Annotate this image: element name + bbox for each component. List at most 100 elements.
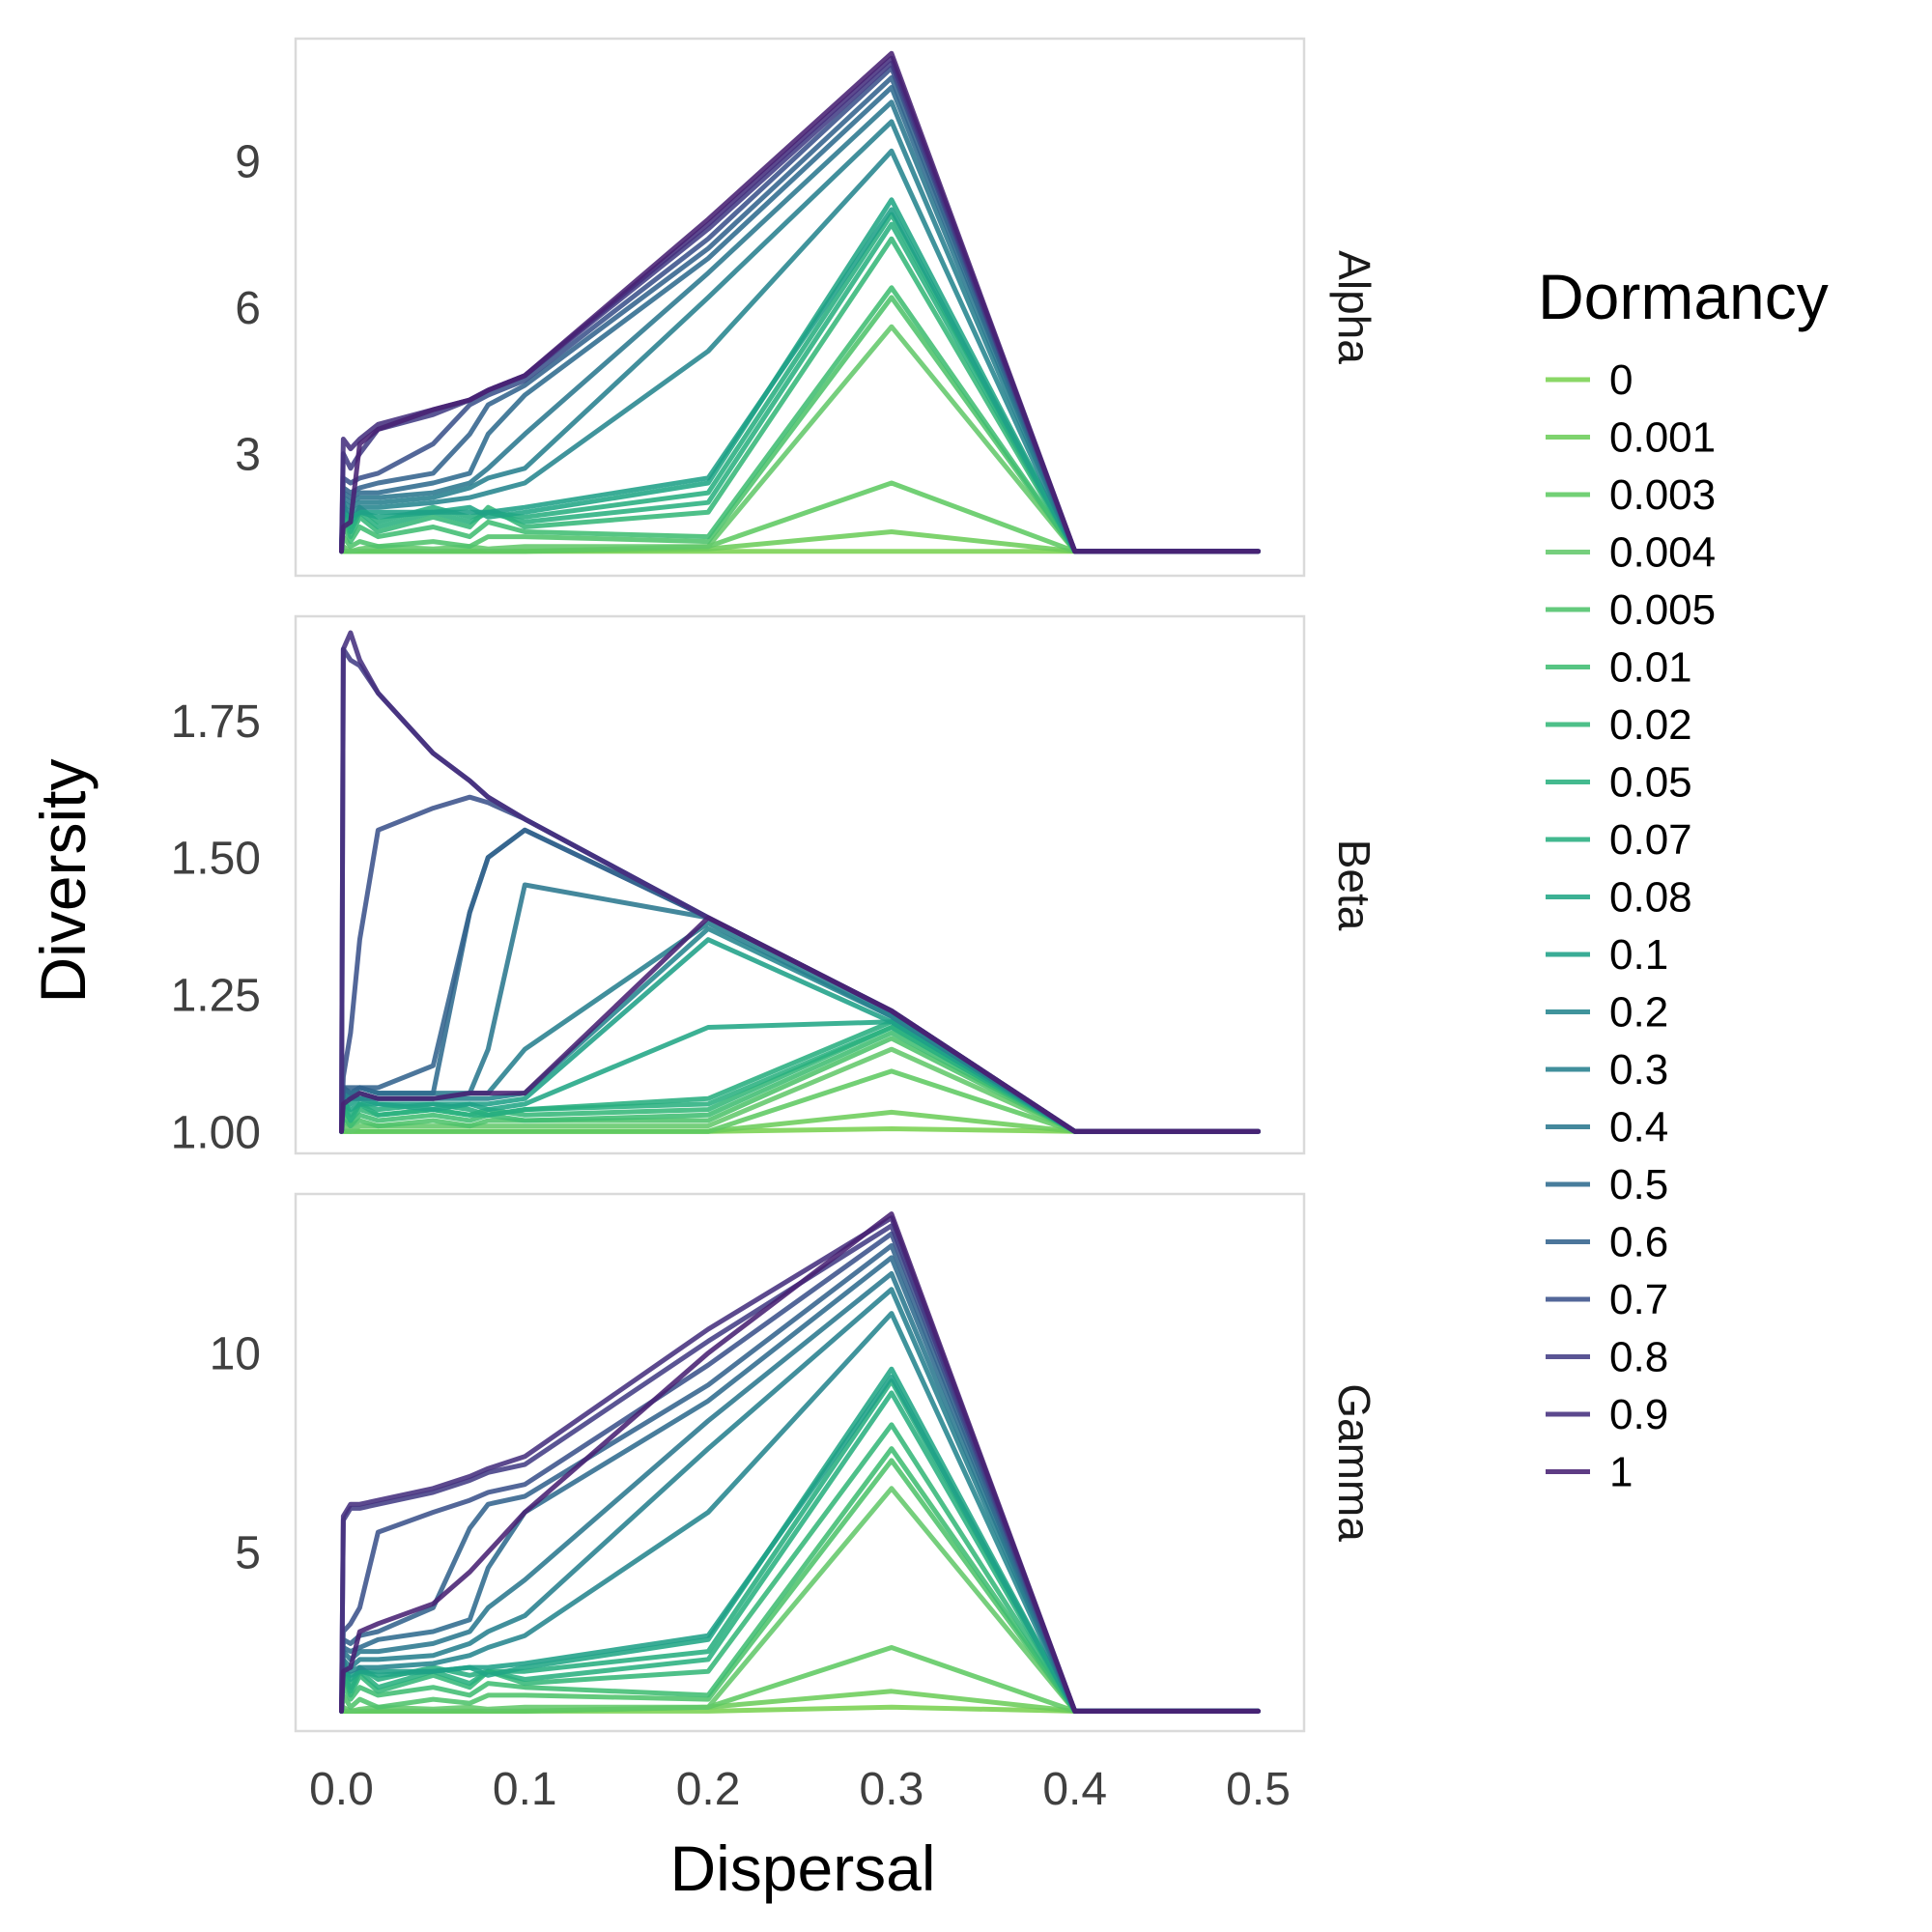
legend-item: 0.05 — [1546, 759, 1692, 807]
series-line-dormancy-0.01 — [339, 1030, 1261, 1134]
series-line-dormancy-0.08 — [339, 1366, 1261, 1714]
legend-item: 0.004 — [1546, 529, 1716, 577]
legend: Dormancy 0 0.001 0.003 0.004 0.005 0.01 0.02 0.… — [1538, 261, 1829, 1496]
legend-label: 0.2 — [1609, 989, 1668, 1037]
x-tick-label: 0.3 — [860, 1764, 924, 1815]
y-tick-label: 5 — [235, 1528, 261, 1579]
legend-item: 0.08 — [1546, 874, 1692, 922]
strip-label-gamma: Gamma — [1329, 1383, 1379, 1542]
y-tick-label: 1.50 — [171, 834, 261, 885]
legend-item: 0.5 — [1546, 1161, 1668, 1208]
legend-item: 0.8 — [1546, 1334, 1668, 1381]
y-tick-label: 1.75 — [171, 696, 261, 748]
strip-label-alpha: Alpha — [1329, 250, 1379, 364]
panel-border — [294, 37, 1306, 578]
x-tick-label: 0.4 — [1042, 1764, 1107, 1815]
series-line-dormancy-0.01 — [339, 1446, 1261, 1714]
x-axis-ticks: 0.0 0.1 0.2 0.3 0.4 0.5 — [309, 1764, 1291, 1815]
legend-label: 0.003 — [1609, 471, 1716, 519]
legend-label: 0.9 — [1609, 1391, 1668, 1438]
series-lines — [339, 1211, 1261, 1714]
strip-label-beta: Beta — [1329, 839, 1379, 931]
legend-item: 0.01 — [1546, 644, 1692, 692]
x-tick-label: 0.5 — [1226, 1764, 1291, 1815]
series-line-dormancy-0.005 — [339, 295, 1261, 554]
series-line-dormancy-1 — [339, 1211, 1261, 1714]
series-line-dormancy-0.07 — [339, 212, 1261, 554]
legend-label: 0.6 — [1609, 1219, 1668, 1266]
legend-item: 0.2 — [1546, 989, 1668, 1037]
legend-item: 0.7 — [1546, 1276, 1668, 1323]
x-axis-title: Dispersal — [669, 1833, 935, 1904]
series-line-dormancy-0.005 — [339, 1458, 1261, 1714]
x-tick-label: 0.0 — [309, 1764, 374, 1815]
series-line-dormancy-0.02 — [339, 236, 1261, 554]
y-tick-label: 9 — [235, 136, 261, 187]
legend-label: 0.4 — [1609, 1104, 1668, 1151]
facet-panels: 3 6 9 Alpha 1.00 1.25 1.50 1.75 Beta 5 10 Gamma — [171, 37, 1379, 1733]
legend-item: 1 — [1546, 1449, 1633, 1496]
panel-alpha: 3 6 9 Alpha — [235, 37, 1379, 578]
series-line-dormancy-0.5 — [339, 1255, 1261, 1714]
legend-title: Dormancy — [1538, 261, 1829, 332]
legend-label: 0.01 — [1609, 644, 1692, 692]
panel-gamma: 5 10 Gamma — [210, 1192, 1379, 1733]
legend-item: 0.005 — [1546, 586, 1716, 634]
legend-label: 0.7 — [1609, 1276, 1668, 1323]
legend-item: 0.3 — [1546, 1046, 1668, 1094]
series-line-dormancy-0.2 — [339, 1311, 1261, 1714]
series-line-dormancy-0.6 — [339, 74, 1261, 554]
series-line-dormancy-0.7 — [339, 1231, 1261, 1714]
legend-item: 0.003 — [1546, 471, 1716, 519]
series-line-dormancy-1 — [339, 915, 1261, 1134]
legend-label: 0.08 — [1609, 874, 1692, 922]
legend-label: 0.07 — [1609, 816, 1692, 864]
series-lines — [339, 630, 1261, 1134]
y-tick-label: 1.25 — [171, 970, 261, 1021]
legend-items: 0 0.001 0.003 0.004 0.005 0.01 0.02 0.05 0.07 0.0… — [1546, 356, 1716, 1496]
y-axis-title: Diversity — [27, 758, 99, 1003]
y-tick-label: 3 — [235, 430, 261, 481]
panel-border — [294, 1192, 1306, 1733]
series-line-dormancy-0.4 — [339, 1270, 1261, 1714]
legend-item: 0.001 — [1546, 414, 1716, 462]
series-line-dormancy-0.05 — [339, 221, 1261, 554]
series-line-dormancy-0.004 — [339, 1486, 1261, 1714]
x-tick-label: 0.2 — [676, 1764, 741, 1815]
y-tick-label: 1.00 — [171, 1107, 261, 1158]
legend-label: 0.8 — [1609, 1334, 1668, 1381]
legend-item: 0.02 — [1546, 701, 1692, 749]
legend-item: 0.6 — [1546, 1219, 1668, 1266]
legend-item: 0.9 — [1546, 1391, 1668, 1438]
panel-beta: 1.00 1.25 1.50 1.75 Beta — [171, 614, 1379, 1158]
legend-label: 0.005 — [1609, 586, 1716, 634]
y-tick-label: 6 — [235, 283, 261, 334]
series-line-dormancy-0.1 — [339, 1375, 1261, 1714]
legend-item: 0.1 — [1546, 931, 1668, 979]
series-line-dormancy-0.02 — [339, 1422, 1261, 1714]
legend-item: 0.4 — [1546, 1104, 1668, 1151]
legend-label: 0 — [1609, 356, 1633, 404]
series-line-dormancy-0.1 — [339, 937, 1261, 1134]
series-line-dormancy-0.01 — [339, 285, 1261, 554]
legend-label: 0.02 — [1609, 701, 1692, 749]
legend-item: 0.07 — [1546, 816, 1692, 864]
series-line-dormancy-0.5 — [339, 85, 1261, 554]
series-line-dormancy-0.6 — [339, 1243, 1261, 1714]
panel-border — [294, 614, 1306, 1155]
legend-label: 0.5 — [1609, 1161, 1668, 1208]
legend-label: 0.001 — [1609, 414, 1716, 462]
series-lines — [339, 50, 1261, 554]
series-line-dormancy-1 — [339, 50, 1261, 554]
series-line-dormancy-0.05 — [339, 1025, 1261, 1134]
legend-label: 0.004 — [1609, 529, 1716, 577]
series-line-dormancy-0.05 — [339, 1390, 1261, 1714]
legend-item: 0 — [1546, 356, 1633, 404]
legend-label: 1 — [1609, 1449, 1633, 1496]
legend-label: 0.05 — [1609, 759, 1692, 807]
legend-label: 0.1 — [1609, 931, 1668, 979]
y-tick-label: 10 — [210, 1329, 261, 1380]
x-tick-label: 0.1 — [493, 1764, 557, 1815]
series-line-dormancy-0.1 — [339, 207, 1261, 554]
